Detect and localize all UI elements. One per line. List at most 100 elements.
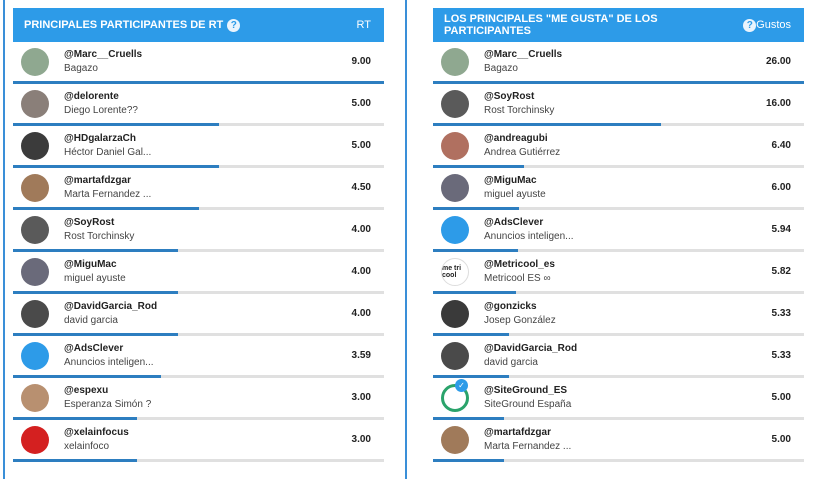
help-icon[interactable]: ? <box>227 18 241 32</box>
participant-handle[interactable]: @MiguMac <box>64 258 117 270</box>
avatar[interactable] <box>21 47 49 76</box>
participant-handle[interactable]: @martafdzgar <box>484 426 551 438</box>
list-item[interactable]: @martafdzgar Marta Fernandez ... 5.00 <box>433 420 804 462</box>
metric-value: 3.00 <box>351 392 371 403</box>
participant-name: david garcia <box>484 356 538 368</box>
participant-info: @MiguMac miguel ayuste <box>484 174 744 202</box>
list-item[interactable]: @delorente Diego Lorente?? 5.00 <box>13 84 384 126</box>
value-bar <box>13 165 219 168</box>
list-item[interactable]: @martafdzgar Marta Fernandez ... 4.50 <box>13 168 384 210</box>
participant-handle[interactable]: @SiteGround_ES <box>484 384 568 396</box>
list-item[interactable]: @HDgalarzaCh Héctor Daniel Gal... 5.00 <box>13 126 384 168</box>
avatar[interactable]: me tri cool <box>441 257 469 286</box>
participant-name: Josep González <box>484 314 556 326</box>
panel-header: PRINCIPALES PARTICIPANTES DE RT ? RT <box>13 8 384 42</box>
value-bar <box>13 249 178 252</box>
avatar[interactable] <box>21 173 49 202</box>
list-item[interactable]: @andreagubi Andrea Gutiérrez 6.40 <box>433 126 804 168</box>
participant-handle[interactable]: @AdsClever <box>484 216 544 228</box>
avatar[interactable] <box>21 341 49 370</box>
top-retweeters-panel: PRINCIPALES PARTICIPANTES DE RT ? RT @Ma… <box>13 8 384 462</box>
list-item[interactable]: @SoyRost Rost Torchinsky 4.00 <box>13 210 384 252</box>
metric-value: 3.00 <box>351 434 371 445</box>
participant-handle[interactable]: @espexu <box>64 384 109 396</box>
participant-name: Diego Lorente?? <box>64 104 138 116</box>
avatar[interactable] <box>441 47 469 76</box>
avatar[interactable] <box>441 215 469 244</box>
participant-handle[interactable]: @DavidGarcia_Rod <box>64 300 158 312</box>
participant-name: Héctor Daniel Gal... <box>64 146 152 158</box>
participant-list: @Marc__Cruells Bagazo 9.00 @delorente Diego … <box>13 42 384 462</box>
participant-handle[interactable]: @gonzicks <box>484 300 537 312</box>
participant-name: Rost Torchinsky <box>484 104 555 116</box>
avatar[interactable] <box>21 383 49 412</box>
avatar[interactable] <box>21 425 49 454</box>
metric-value: 4.00 <box>351 266 371 277</box>
participant-handle[interactable]: @martafdzgar <box>64 174 131 186</box>
list-item[interactable]: @SoyRost Rost Torchinsky 16.00 <box>433 84 804 126</box>
help-icon[interactable]: ? <box>743 18 757 32</box>
list-item[interactable]: @espexu Esperanza Simón ? 3.00 <box>13 378 384 420</box>
metric-value: 5.00 <box>771 392 791 403</box>
avatar[interactable] <box>441 341 469 370</box>
metric-value: 5.00 <box>351 140 371 151</box>
list-item[interactable]: @AdsClever Anuncios inteligen... 3.59 <box>13 336 384 378</box>
participant-name: xelainfoco <box>64 440 110 452</box>
list-item[interactable]: @AdsClever Anuncios inteligen... 5.94 <box>433 210 804 252</box>
value-bar <box>13 459 137 462</box>
list-item[interactable]: @Marc__Cruells Bagazo 9.00 <box>13 42 384 84</box>
participant-handle[interactable]: @SoyRost <box>64 216 115 228</box>
participant-handle[interactable]: @andreagubi <box>484 132 548 144</box>
participant-handle[interactable]: @DavidGarcia_Rod <box>484 342 578 354</box>
value-bar <box>433 375 510 378</box>
participant-name: david garcia <box>64 314 118 326</box>
list-item[interactable]: @Marc__Cruells Bagazo 26.00 <box>433 42 804 84</box>
avatar[interactable] <box>21 299 49 328</box>
avatar[interactable] <box>21 131 49 160</box>
participant-handle[interactable]: @Metricool_es <box>484 258 555 270</box>
value-bar <box>433 165 525 168</box>
avatar[interactable] <box>21 257 49 286</box>
participant-handle[interactable]: @AdsClever <box>64 342 124 354</box>
metric-column-label: Gustos <box>756 19 791 31</box>
top-likers-panel: LOS PRINCIPALES "ME GUSTA" DE LOS PARTIC… <box>433 8 804 462</box>
list-item[interactable]: @MiguMac miguel ayuste 6.00 <box>433 168 804 210</box>
list-item[interactable]: @MiguMac miguel ayuste 4.00 <box>13 252 384 294</box>
metric-value: 26.00 <box>765 56 791 67</box>
participant-list: @Marc__Cruells Bagazo 26.00 @SoyRost Rost To… <box>433 42 804 462</box>
participant-info: @HDgalarzaCh Héctor Daniel Gal... <box>64 132 324 160</box>
participant-handle[interactable]: @HDgalarzaCh <box>64 132 136 144</box>
list-item[interactable]: me tri cool @Metricool_es Metricool ES ∞ 5.… <box>433 252 804 294</box>
metric-value: 5.33 <box>771 308 791 319</box>
participant-handle[interactable]: @SoyRost <box>484 90 535 102</box>
metric-value: 5.33 <box>771 350 791 361</box>
avatar[interactable] <box>441 299 469 328</box>
participant-handle[interactable]: @Marc__Cruells <box>64 48 143 60</box>
participant-handle[interactable]: @Marc__Cruells <box>484 48 563 60</box>
avatar[interactable] <box>21 89 49 118</box>
participant-info: @MiguMac miguel ayuste <box>64 258 324 286</box>
list-item[interactable]: @xelainfocus xelainfoco 3.00 <box>13 420 384 462</box>
participant-info: @SiteGround_ES SiteGround España <box>484 384 744 412</box>
metric-value: 16.00 <box>765 98 791 109</box>
avatar[interactable] <box>441 131 469 160</box>
participant-name: Rost Torchinsky <box>64 230 135 242</box>
participant-handle[interactable]: @MiguMac <box>484 174 537 186</box>
participant-name: Bagazo <box>484 62 518 74</box>
list-item[interactable]: @gonzicks Josep González 5.33 <box>433 294 804 336</box>
avatar[interactable] <box>441 89 469 118</box>
metric-value: 5.00 <box>771 434 791 445</box>
metric-value: 4.00 <box>351 308 371 319</box>
list-item[interactable]: ✓ @SiteGround_ES SiteGround España 5.00 <box>433 378 804 420</box>
value-bar <box>433 123 662 126</box>
participant-info: @martafdzgar Marta Fernandez ... <box>484 426 744 454</box>
value-bar <box>433 333 510 336</box>
participant-handle[interactable]: @xelainfocus <box>64 426 129 438</box>
avatar[interactable] <box>21 215 49 244</box>
avatar[interactable] <box>441 173 469 202</box>
avatar[interactable] <box>441 425 469 454</box>
participant-handle[interactable]: @delorente <box>64 90 119 102</box>
